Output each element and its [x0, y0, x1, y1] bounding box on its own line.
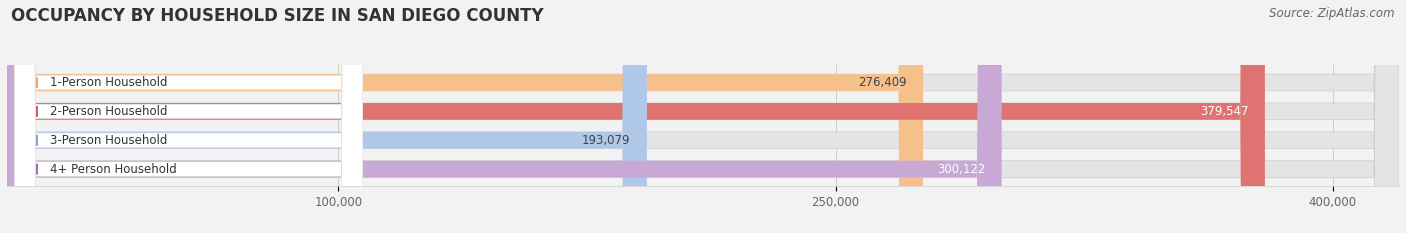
FancyBboxPatch shape	[7, 0, 1265, 233]
Text: 3-Person Household: 3-Person Household	[49, 134, 167, 147]
FancyBboxPatch shape	[14, 0, 363, 233]
FancyBboxPatch shape	[7, 0, 1001, 233]
FancyBboxPatch shape	[14, 0, 363, 233]
FancyBboxPatch shape	[7, 0, 1399, 233]
Text: OCCUPANCY BY HOUSEHOLD SIZE IN SAN DIEGO COUNTY: OCCUPANCY BY HOUSEHOLD SIZE IN SAN DIEGO…	[11, 7, 544, 25]
Text: 379,547: 379,547	[1199, 105, 1249, 118]
Text: 2-Person Household: 2-Person Household	[49, 105, 167, 118]
Text: 193,079: 193,079	[582, 134, 630, 147]
FancyBboxPatch shape	[7, 0, 647, 233]
FancyBboxPatch shape	[7, 0, 1399, 233]
Text: Source: ZipAtlas.com: Source: ZipAtlas.com	[1270, 7, 1395, 20]
FancyBboxPatch shape	[14, 0, 363, 233]
FancyBboxPatch shape	[7, 0, 1399, 233]
Text: 1-Person Household: 1-Person Household	[49, 76, 167, 89]
FancyBboxPatch shape	[14, 0, 363, 233]
FancyBboxPatch shape	[7, 0, 924, 233]
FancyBboxPatch shape	[7, 0, 1399, 233]
Text: 300,122: 300,122	[936, 163, 986, 176]
Text: 276,409: 276,409	[858, 76, 907, 89]
Text: 4+ Person Household: 4+ Person Household	[49, 163, 176, 176]
